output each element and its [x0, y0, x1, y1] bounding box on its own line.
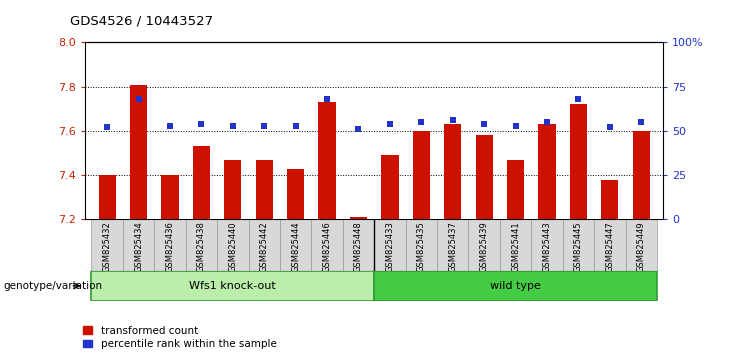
Text: GSM825436: GSM825436	[165, 221, 175, 272]
Text: GSM825437: GSM825437	[448, 221, 457, 272]
Bar	[154, 219, 186, 271]
Text: GSM825442: GSM825442	[260, 221, 269, 272]
Text: GSM825449: GSM825449	[637, 221, 645, 272]
Bar	[476, 136, 493, 219]
Point	[196, 121, 207, 127]
Bar	[633, 131, 650, 219]
Bar	[437, 219, 468, 271]
Text: genotype/variation: genotype/variation	[4, 281, 103, 291]
Bar	[570, 104, 587, 219]
Text: GDS4526 / 10443527: GDS4526 / 10443527	[70, 14, 213, 27]
Point	[164, 123, 176, 129]
Bar	[468, 219, 500, 271]
Text: GSM825447: GSM825447	[605, 221, 614, 272]
Bar	[405, 219, 437, 271]
Point	[478, 121, 490, 127]
Bar	[531, 219, 562, 271]
Text: GSM825446: GSM825446	[322, 221, 331, 272]
Bar	[374, 219, 405, 271]
Point	[227, 123, 239, 129]
Point	[259, 123, 270, 129]
Bar	[287, 169, 305, 219]
Bar	[186, 219, 217, 271]
Text: GSM825439: GSM825439	[479, 221, 488, 272]
Point	[290, 123, 302, 129]
Point	[573, 96, 585, 102]
Bar	[562, 219, 594, 271]
Point	[102, 125, 113, 130]
Bar	[193, 147, 210, 219]
Text: GSM825445: GSM825445	[574, 221, 583, 272]
Bar	[91, 271, 374, 301]
Text: wild type: wild type	[490, 281, 541, 291]
Bar	[500, 219, 531, 271]
Text: GSM825444: GSM825444	[291, 221, 300, 272]
Bar	[162, 175, 179, 219]
Text: GSM825433: GSM825433	[385, 221, 394, 272]
Bar	[382, 155, 399, 219]
Bar	[374, 271, 657, 301]
Point	[541, 119, 553, 125]
Point	[384, 121, 396, 127]
Bar	[256, 160, 273, 219]
Bar	[130, 85, 147, 219]
Text: GSM825438: GSM825438	[197, 221, 206, 272]
Bar	[280, 219, 311, 271]
Text: GSM825432: GSM825432	[103, 221, 112, 272]
Bar	[225, 160, 242, 219]
Bar	[625, 219, 657, 271]
Point	[321, 96, 333, 102]
Point	[604, 125, 616, 130]
Bar	[444, 124, 462, 219]
Bar	[343, 219, 374, 271]
Bar	[594, 219, 625, 271]
Bar	[248, 219, 280, 271]
Bar	[99, 175, 116, 219]
Text: GSM825434: GSM825434	[134, 221, 143, 272]
Bar	[217, 219, 248, 271]
Bar	[507, 160, 524, 219]
Point	[635, 119, 647, 125]
Text: GSM825448: GSM825448	[354, 221, 363, 272]
Text: GSM825441: GSM825441	[511, 221, 520, 272]
Text: GSM825443: GSM825443	[542, 221, 551, 272]
Bar	[601, 180, 619, 219]
Point	[353, 126, 365, 132]
Bar	[311, 219, 343, 271]
Bar	[350, 217, 367, 219]
Text: GSM825440: GSM825440	[228, 221, 237, 272]
Point	[133, 96, 144, 102]
Bar	[123, 219, 154, 271]
Text: GSM825435: GSM825435	[417, 221, 426, 272]
Point	[447, 118, 459, 123]
Bar	[319, 102, 336, 219]
Text: Wfs1 knock-out: Wfs1 knock-out	[190, 281, 276, 291]
Bar	[413, 131, 430, 219]
Point	[510, 123, 522, 129]
Legend: transformed count, percentile rank within the sample: transformed count, percentile rank withi…	[83, 326, 276, 349]
Point	[416, 119, 428, 125]
Bar	[538, 124, 556, 219]
Bar	[91, 219, 123, 271]
